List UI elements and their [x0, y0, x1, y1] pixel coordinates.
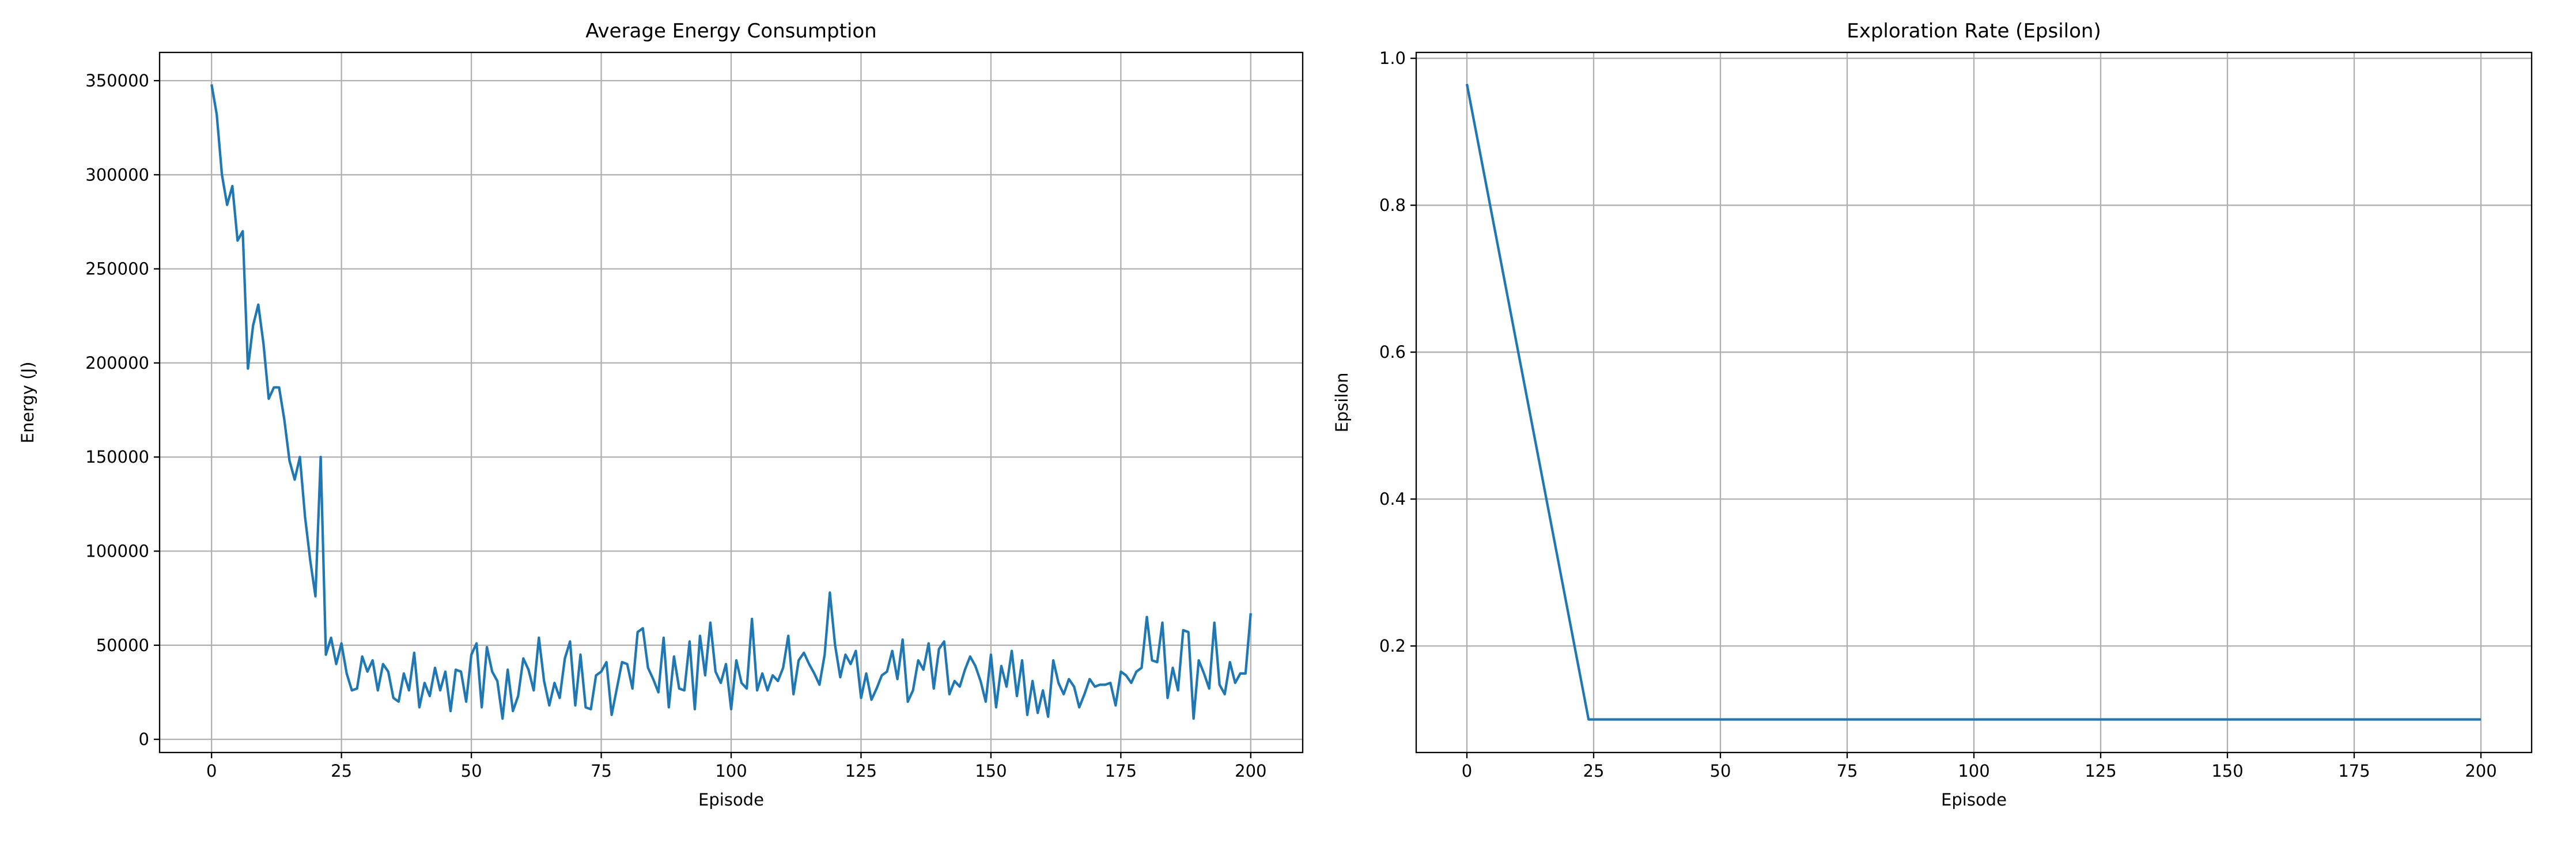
y-tick-label: 0.8: [1379, 195, 1406, 215]
chart-title: Average Energy Consumption: [585, 20, 876, 43]
x-tick-label: 150: [975, 761, 1007, 781]
data-line: [1465, 84, 2481, 721]
x-tick-label: 200: [2465, 761, 2496, 781]
x-axis-label: Episode: [1941, 790, 2007, 810]
x-tick-label: 100: [715, 761, 747, 781]
y-axis-label: Epsilon: [1332, 372, 1352, 432]
x-tick-label: 50: [461, 761, 482, 781]
x-tick-label: 25: [331, 761, 352, 781]
y-tick-label: 50000: [96, 636, 149, 655]
y-tick-label: 0.2: [1379, 636, 1406, 656]
x-tick-label: 75: [1837, 761, 1858, 781]
axes-frame: [158, 51, 1304, 754]
x-axis-label: Episode: [698, 790, 764, 810]
y-tick-label: 0.4: [1379, 489, 1406, 509]
data-line: [210, 84, 1252, 720]
y-tick-label: 1.0: [1379, 48, 1406, 68]
x-tick-label: 200: [1235, 761, 1266, 781]
x-tick-label: 175: [1105, 761, 1137, 781]
y-tick-label: 250000: [85, 259, 149, 279]
x-tick-label: 125: [845, 761, 877, 781]
x-tick-label: 0: [206, 761, 217, 781]
axes-frame: [1415, 51, 2533, 754]
chart-title: Exploration Rate (Epsilon): [1847, 20, 2101, 43]
x-tick-label: 150: [2211, 761, 2243, 781]
x-tick-label: 50: [1710, 761, 1731, 781]
y-tick-label: 350000: [85, 71, 149, 90]
y-tick-label: 0: [139, 729, 149, 749]
y-tick-label: 300000: [85, 165, 149, 184]
y-tick-label: 0.6: [1379, 342, 1406, 362]
x-tick-label: 125: [2085, 761, 2116, 781]
y-tick-label: 150000: [85, 447, 149, 467]
x-tick-label: 175: [2338, 761, 2370, 781]
y-axis-label: Energy (J): [18, 362, 37, 444]
x-tick-label: 0: [1462, 761, 1472, 781]
x-tick-label: 25: [1583, 761, 1605, 781]
y-tick-label: 200000: [85, 353, 149, 373]
y-tick-label: 100000: [85, 542, 149, 561]
x-tick-label: 100: [1958, 761, 1989, 781]
x-tick-label: 75: [591, 761, 612, 781]
